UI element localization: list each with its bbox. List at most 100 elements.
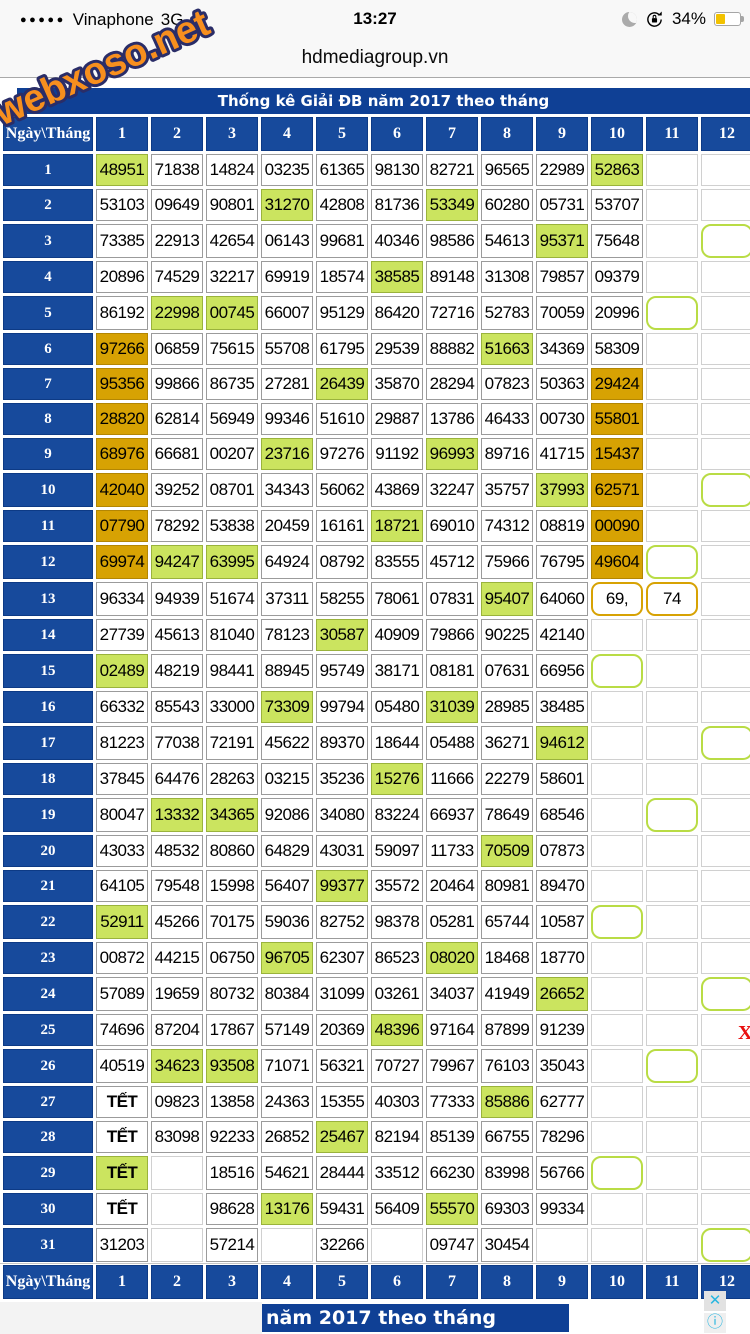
prize-cell: 80047	[96, 798, 148, 832]
prize-cell: 56062	[316, 473, 368, 507]
month-header: 1	[96, 117, 148, 151]
row-day-label: 30	[3, 1193, 93, 1225]
prize-cell: 64829	[261, 835, 313, 867]
table-row: 3 73385 22913 42654 06143 99681 40346 98586 5461…	[3, 224, 750, 258]
prize-cell: 64476	[151, 763, 203, 795]
table-row: 15 02489 48219 98441 88945 95749 38171 08181 076…	[3, 654, 750, 688]
prize-cell: 80981	[481, 870, 533, 902]
prize-cell: 09649	[151, 189, 203, 221]
battery-icon	[714, 12, 744, 26]
empty-cell	[591, 1121, 643, 1153]
prize-cell: 57214	[206, 1228, 258, 1262]
months-header-bottom: Ngày\Tháng 1 2 3 4 5 6 7 8 9 10 11 12	[3, 1265, 750, 1299]
prize-cell: 41949	[481, 977, 533, 1011]
prize-cell: 34037	[426, 977, 478, 1011]
empty-cell	[591, 798, 643, 832]
prize-cell: 07823	[481, 368, 533, 400]
prize-cell: 61365	[316, 154, 368, 186]
prize-cell: 20369	[316, 1014, 368, 1046]
month-header: 9	[536, 117, 588, 151]
prize-cell: 40909	[371, 619, 423, 651]
prize-cell: 32266	[316, 1228, 368, 1262]
address-bar[interactable]: hdmediagroup.vn	[0, 40, 750, 78]
prize-cell: 82752	[316, 905, 368, 939]
prize-cell: 54613	[481, 224, 533, 258]
prize-cell: 20896	[96, 261, 148, 293]
prize-cell: 28444	[316, 1156, 368, 1190]
prize-cell: 70509	[481, 835, 533, 867]
row-day-label: 1	[3, 154, 93, 186]
prize-cell: 71838	[151, 154, 203, 186]
prize-cell: 32247	[426, 473, 478, 507]
ad-info-icon[interactable]: ⓘ	[704, 1313, 726, 1333]
prize-cell: 70727	[371, 1049, 423, 1083]
prize-cell: 53349	[426, 189, 478, 221]
prize-cell: 73385	[96, 224, 148, 258]
empty-cell	[591, 1086, 643, 1118]
carrier-label: Vinaphone	[72, 10, 154, 29]
month-header: 9	[536, 1265, 588, 1299]
prize-cell: 56321	[316, 1049, 368, 1083]
prize-cell: 92086	[261, 798, 313, 832]
month-header: 6	[371, 117, 423, 151]
prize-cell: 29424	[591, 368, 643, 400]
table-row: 1 48951 71838 14824 03235 61365 98130 82721 9656…	[3, 154, 750, 186]
prize-cell: 14824	[206, 154, 258, 186]
empty-cell	[646, 1156, 698, 1190]
empty-cell	[701, 438, 750, 470]
empty-cell	[646, 189, 698, 221]
prize-cell: 98628	[206, 1193, 258, 1225]
row-day-label: 10	[3, 473, 93, 507]
prize-cell: 91239	[536, 1014, 588, 1046]
prize-cell: 97276	[316, 438, 368, 470]
month-header: 4	[261, 117, 313, 151]
table-row: 13 96334 94939 51674 37311 58255 78061 07831 954…	[3, 582, 750, 616]
ad-close-icon[interactable]: ✕	[704, 1291, 726, 1311]
prize-cell: 80732	[206, 977, 258, 1011]
table-row: 8 28820 62814 56949 99346 51610 29887 13786 4643…	[3, 403, 750, 435]
prize-cell: 62571	[591, 473, 643, 507]
empty-cell	[646, 224, 698, 258]
row-day-label: 11	[3, 510, 93, 542]
table-row: 18 37845 64476 28263 03215 35236 15276 11666 222…	[3, 763, 750, 795]
empty-cell	[591, 835, 643, 867]
prize-cell: 98586	[426, 224, 478, 258]
row-day-label: 6	[3, 333, 93, 365]
prize-cell: 97164	[426, 1014, 478, 1046]
prize-cell: TẾT	[96, 1086, 148, 1118]
prize-cell: 87204	[151, 1014, 203, 1046]
prize-cell: 48532	[151, 835, 203, 867]
table-row: 31 31203 57214 32266 09747 30454	[3, 1228, 750, 1262]
empty-cell	[701, 189, 750, 221]
prize-cell: 69974	[96, 545, 148, 579]
prize-cell: 38485	[536, 691, 588, 723]
highlight-empty-cell	[646, 798, 698, 832]
prize-cell: 69303	[481, 1193, 533, 1225]
row-day-label: 20	[3, 835, 93, 867]
prize-cell: 18468	[481, 942, 533, 974]
prize-cell: 26852	[261, 1121, 313, 1153]
prize-cell: 59036	[261, 905, 313, 939]
month-header: 11	[646, 1265, 698, 1299]
prize-cell: 28263	[206, 763, 258, 795]
prize-cell: 98378	[371, 905, 423, 939]
prize-cell: 86735	[206, 368, 258, 400]
prize-cell: 51663	[481, 333, 533, 365]
prize-cell: 89716	[481, 438, 533, 470]
prize-cell: 69,	[591, 582, 643, 616]
prize-cell: 99866	[151, 368, 203, 400]
highlight-empty-cell	[646, 296, 698, 330]
prize-cell: 09747	[426, 1228, 478, 1262]
month-header: 6	[371, 1265, 423, 1299]
prize-cell: 77333	[426, 1086, 478, 1118]
row-day-label: 25	[3, 1014, 93, 1046]
prize-cell: 99346	[261, 403, 313, 435]
prize-cell: 79548	[151, 870, 203, 902]
network-type-label: 3G	[160, 10, 184, 29]
prize-cell: 57089	[96, 977, 148, 1011]
prize-cell: 95356	[96, 368, 148, 400]
empty-cell	[591, 977, 643, 1011]
prize-cell: 06859	[151, 333, 203, 365]
month-header: 11	[646, 117, 698, 151]
prize-cell: 40303	[371, 1086, 423, 1118]
